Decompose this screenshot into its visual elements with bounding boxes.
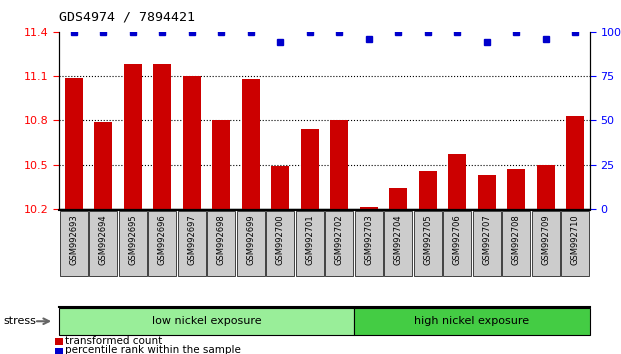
Bar xyxy=(566,116,584,209)
Text: GDS4974 / 7894421: GDS4974 / 7894421 xyxy=(59,11,195,24)
Text: GSM992706: GSM992706 xyxy=(453,214,461,265)
Text: GSM992707: GSM992707 xyxy=(483,214,491,265)
Bar xyxy=(65,78,83,209)
Bar xyxy=(537,165,555,209)
Text: GSM992696: GSM992696 xyxy=(158,214,166,265)
Text: GSM992699: GSM992699 xyxy=(247,214,255,265)
Text: GSM992694: GSM992694 xyxy=(99,214,107,265)
Bar xyxy=(183,76,201,209)
Text: low nickel exposure: low nickel exposure xyxy=(152,316,261,326)
Bar xyxy=(153,64,171,209)
Text: GSM992704: GSM992704 xyxy=(394,214,402,265)
Text: GSM992710: GSM992710 xyxy=(571,214,579,265)
Bar xyxy=(271,166,289,209)
Bar xyxy=(212,120,230,209)
Text: stress: stress xyxy=(3,316,36,326)
Text: GSM992698: GSM992698 xyxy=(217,214,225,265)
Bar xyxy=(124,64,142,209)
Bar xyxy=(419,171,437,209)
Bar xyxy=(478,175,496,209)
Text: GSM992701: GSM992701 xyxy=(306,214,314,265)
Bar xyxy=(242,79,260,209)
Bar xyxy=(360,207,378,209)
Text: GSM992708: GSM992708 xyxy=(512,214,520,265)
Text: GSM992700: GSM992700 xyxy=(276,214,284,265)
Bar xyxy=(301,129,319,209)
Text: GSM992697: GSM992697 xyxy=(188,214,196,265)
Text: GSM992703: GSM992703 xyxy=(365,214,373,265)
Text: GSM992693: GSM992693 xyxy=(70,214,78,265)
Bar xyxy=(389,188,407,209)
Text: high nickel exposure: high nickel exposure xyxy=(414,316,530,326)
Bar xyxy=(448,154,466,209)
Bar xyxy=(94,122,112,209)
Text: GSM992705: GSM992705 xyxy=(424,214,432,265)
Bar xyxy=(507,169,525,209)
Text: percentile rank within the sample: percentile rank within the sample xyxy=(65,346,241,354)
Text: GSM992695: GSM992695 xyxy=(129,214,137,265)
Text: GSM992709: GSM992709 xyxy=(542,214,550,265)
Text: transformed count: transformed count xyxy=(65,336,163,346)
Text: GSM992702: GSM992702 xyxy=(335,214,343,265)
Bar xyxy=(330,120,348,209)
